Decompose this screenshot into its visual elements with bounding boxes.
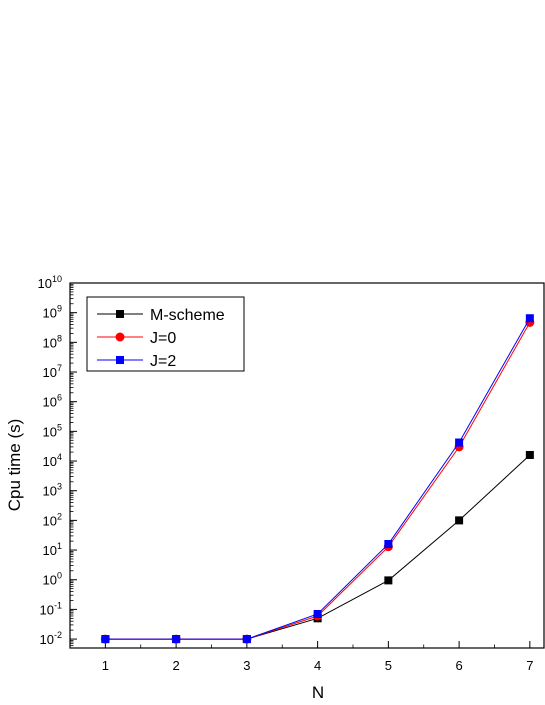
x-tick-label: 2	[173, 658, 180, 673]
y-tick-label: 100	[43, 571, 62, 588]
y-tick-label: 104	[43, 452, 62, 469]
x-axis-ticks: 1 2 3 4 5 6 7	[102, 641, 533, 673]
legend-marker	[115, 332, 125, 342]
data-point	[455, 438, 464, 447]
data-point	[172, 635, 181, 644]
x-tick-label: 5	[385, 658, 392, 673]
data-point	[455, 516, 464, 525]
y-tick-label: 106	[43, 393, 62, 410]
data-point	[384, 576, 393, 585]
legend: M-scheme J=0 J=2	[86, 296, 245, 372]
data-point	[525, 450, 534, 459]
data-point	[313, 609, 322, 618]
series-layer	[100, 314, 535, 644]
y-tick-label: 105	[43, 422, 62, 439]
y-tick-label: 10-2	[40, 630, 62, 647]
data-point	[242, 635, 251, 644]
x-tick-label: 4	[314, 658, 321, 673]
legend-marker	[116, 310, 124, 318]
y-tick-label: 102	[43, 511, 62, 528]
x-tick-label: 6	[455, 658, 462, 673]
x-tick-label: 7	[526, 658, 533, 673]
legend-label: J=2	[150, 353, 176, 370]
y-tick-label: 1010	[38, 274, 62, 291]
y-axis-ticks: 10-2 10-1 100 101 102 103 104 105 106 107 108 109 10…	[38, 274, 77, 649]
y-tick-label: 107	[43, 363, 62, 380]
data-point	[525, 314, 534, 323]
data-point	[101, 635, 110, 644]
x-tick-label: 1	[102, 658, 109, 673]
x-axis-title: N	[312, 683, 324, 702]
legend-box	[86, 296, 245, 372]
y-tick-label: 101	[43, 541, 62, 558]
x-tick-label: 3	[243, 658, 250, 673]
series-J=2	[101, 314, 534, 644]
y-tick-label: 108	[43, 333, 62, 350]
y-tick-label: 109	[43, 304, 62, 321]
legend-label: J=0	[150, 330, 176, 347]
legend-marker	[116, 356, 124, 364]
y-axis-title: Cpu time (s)	[5, 419, 24, 512]
y-tick-label: 103	[43, 482, 62, 499]
y-tick-label: 10-1	[40, 600, 62, 617]
legend-label: M-scheme	[150, 307, 225, 324]
data-point	[384, 539, 393, 548]
